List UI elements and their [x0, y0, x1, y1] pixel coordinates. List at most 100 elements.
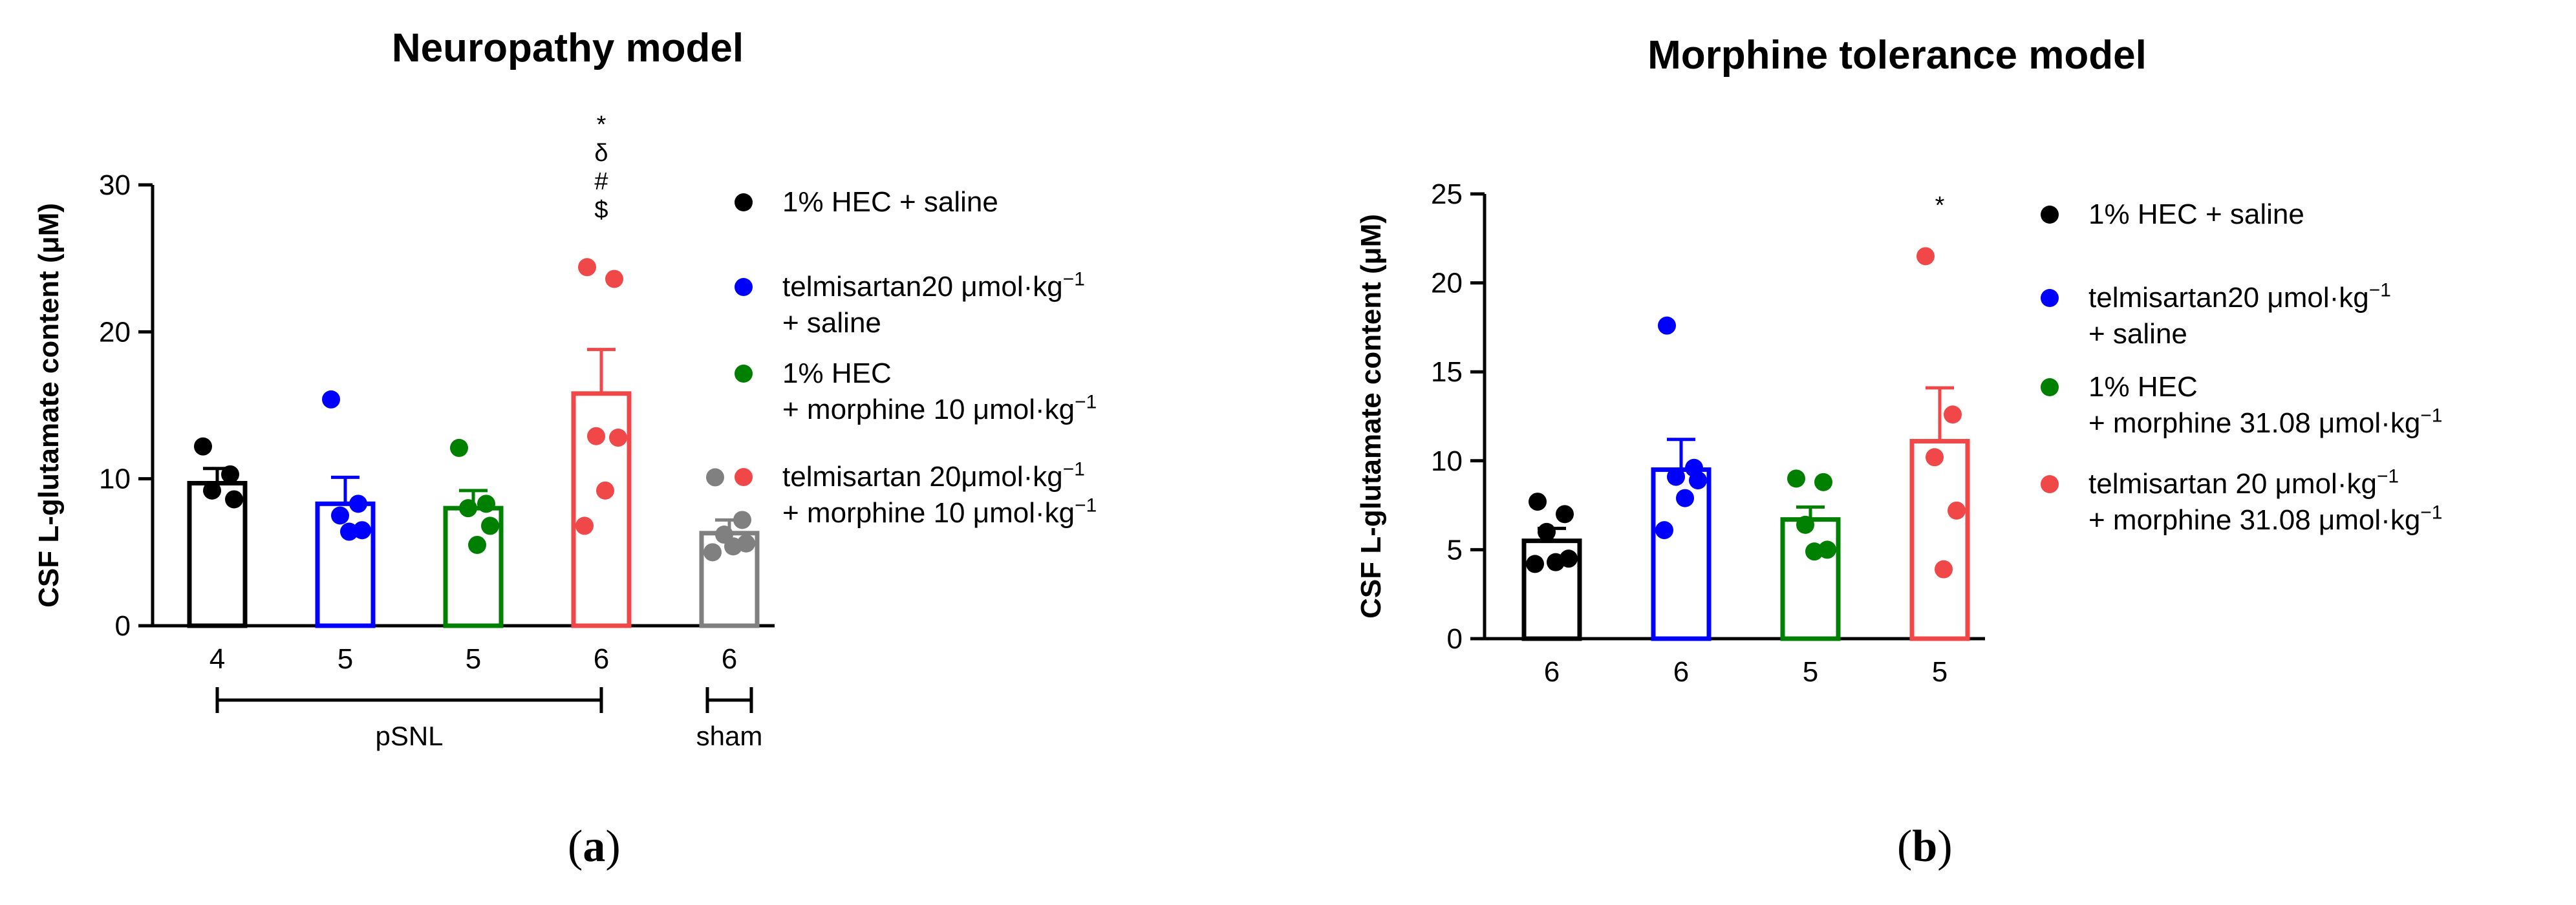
data-point — [733, 511, 751, 529]
data-point — [481, 516, 499, 535]
data-point — [1529, 493, 1547, 511]
legend-marker — [735, 468, 753, 486]
data-point — [349, 495, 367, 513]
group-label: sham — [696, 721, 763, 751]
legend-label: + morphine 10 μmol·kg−1 — [782, 495, 1097, 529]
legend-marker — [2041, 206, 2059, 224]
bar — [571, 391, 632, 628]
data-point — [1948, 501, 1966, 520]
x-tick-label: 4 — [209, 643, 225, 675]
legend-marker — [2041, 475, 2059, 493]
data-point — [1805, 542, 1823, 561]
chart-1: Neuropathy model CSF L-glutamate content … — [33, 26, 1097, 751]
legend-item: telmisartan20 μmol·kg−1 + saline — [2041, 279, 2391, 350]
y-tick-label: 5 — [1447, 534, 1463, 566]
y-tick-label: 0 — [1447, 623, 1463, 655]
bar — [1909, 439, 1970, 641]
legend-label: 1% HEC + saline — [2088, 198, 2304, 230]
legend-item: telmisartan 20 μmol·kg−1+ morphine 31.08… — [2041, 465, 2442, 536]
data-point — [1547, 553, 1565, 571]
legend-label: + morphine 31.08 μmol·kg−1 — [2088, 405, 2442, 439]
data-point — [703, 543, 722, 562]
x-tick-label: 5 — [1932, 656, 1948, 688]
data-point — [468, 535, 486, 554]
legend-label: + saline — [2088, 318, 2187, 350]
legend-item: 1% HEC+ morphine 31.08 μmol·kg−1 — [2041, 371, 2442, 439]
y-axis-label: CSF L-glutamate content (μM) — [1355, 214, 1387, 619]
data-point — [331, 506, 349, 525]
data-point — [1944, 405, 1962, 424]
chart-title: Morphine tolerance model — [1648, 33, 2147, 78]
data-point — [1796, 515, 1814, 534]
significance-marker: * — [597, 111, 606, 138]
legend-label: telmisartan 20 μmol·kg−1 — [2088, 465, 2399, 500]
legend-label: + morphine 31.08 μmol·kg−1 — [2088, 502, 2442, 536]
legend-label: + saline — [782, 307, 881, 339]
data-point — [587, 427, 605, 445]
group-label: pSNL — [375, 721, 443, 751]
legend: 1% HEC + saline telmisartan20 μmol·kg−1 + … — [2041, 198, 2442, 536]
legend-item: telmisartan 20μmol·kg−1+ morphine 10 μmo… — [735, 458, 1097, 529]
legend-item: 1% HEC + saline — [735, 186, 998, 218]
data-point — [724, 537, 742, 556]
x-tick-label: 6 — [594, 643, 609, 675]
legend-label: telmisartan 20μmol·kg−1 — [782, 458, 1085, 493]
data-point — [1655, 521, 1673, 540]
x-tick-label: 5 — [1803, 656, 1818, 688]
data-point — [459, 499, 477, 518]
legend-item: 1% HEC+ morphine 10 μmol·kg−1 — [735, 357, 1097, 425]
data-point — [450, 438, 468, 457]
data-point — [1935, 560, 1953, 579]
legend-marker — [735, 278, 753, 296]
data-point — [1926, 448, 1944, 467]
group-bracket: pSNL — [215, 687, 603, 751]
data-point — [1676, 489, 1694, 507]
significance-marker: δ — [594, 140, 608, 167]
x-tick-label: 6 — [1544, 656, 1560, 688]
legend: 1% HEC + saline telmisartan20 μmol·kg−1 + … — [735, 186, 1097, 529]
data-point — [203, 481, 221, 500]
data-point — [194, 437, 212, 456]
data-point — [1814, 473, 1832, 491]
data-point — [477, 495, 495, 513]
data-point — [1526, 555, 1544, 573]
legend-label: + morphine 10 μmol·kg−1 — [782, 391, 1097, 425]
legend-label: telmisartan20 μmol·kg−1 — [782, 268, 1085, 303]
x-tick-label: 5 — [338, 643, 353, 675]
data-point — [1689, 471, 1707, 490]
panel-label-b: (b) — [1897, 822, 1953, 871]
data-point — [706, 468, 724, 487]
data-point — [1538, 522, 1556, 541]
panel-label-a: (a) — [568, 822, 621, 871]
significance-marker: * — [1935, 192, 1945, 219]
y-tick-label: 0 — [115, 610, 131, 642]
data-point — [1658, 316, 1676, 335]
data-point — [340, 522, 358, 541]
data-point — [605, 270, 623, 288]
x-tick-label: 6 — [1673, 656, 1689, 688]
y-tick-label: 15 — [1431, 356, 1463, 388]
significance-marker: $ — [594, 197, 608, 224]
y-tick-label: 25 — [1431, 178, 1463, 210]
data-point — [1667, 467, 1685, 486]
group-bracket: sham — [696, 687, 763, 751]
data-point — [1916, 247, 1935, 266]
y-axis-label: CSF L-glutamate content (μM) — [33, 203, 65, 608]
data-point — [1556, 505, 1574, 524]
y-tick-label: 10 — [99, 463, 131, 495]
data-point — [609, 429, 627, 447]
legend-marker — [735, 193, 753, 211]
chart-title: Neuropathy model — [392, 26, 744, 70]
data-point — [578, 258, 596, 277]
data-point — [575, 516, 594, 535]
legend-marker — [2041, 378, 2059, 396]
legend-label: 1% HEC — [2088, 371, 2198, 403]
y-tick-label: 20 — [1431, 268, 1463, 299]
legend-label: 1% HEC — [782, 357, 892, 389]
chart-2: Morphine tolerance model CSF L-glutamate … — [1355, 33, 2442, 688]
y-tick-label: 10 — [1431, 445, 1463, 477]
legend-label: 1% HEC + saline — [782, 186, 998, 218]
data-point — [322, 390, 340, 409]
data-point — [221, 465, 239, 484]
